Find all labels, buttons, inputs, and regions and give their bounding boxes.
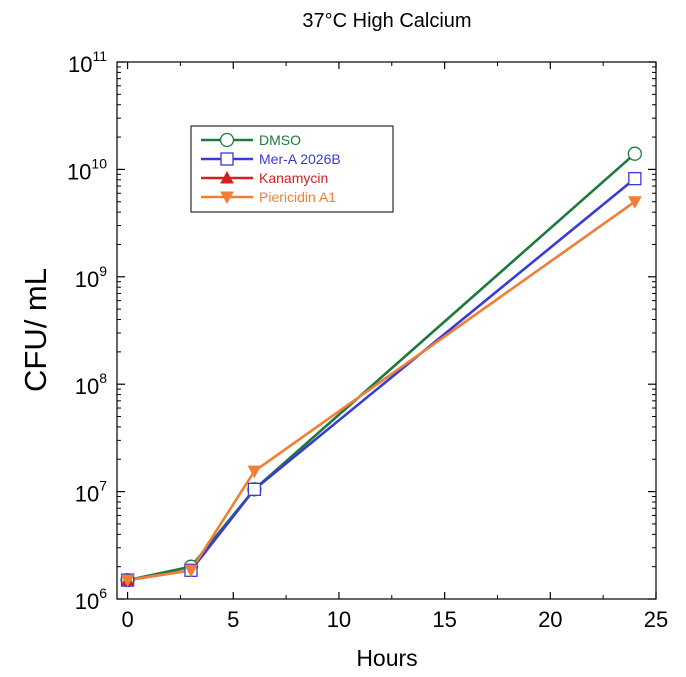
y-axis-ticks: 106 107 108 109 1010 1011 bbox=[67, 48, 656, 614]
series-lines bbox=[127, 152, 636, 582]
x-axis-ticks: 0 5 10 15 20 25 bbox=[121, 62, 668, 632]
series-markers bbox=[120, 146, 643, 588]
chart-title: 37°C High Calcium bbox=[302, 10, 471, 32]
y-axis-label: CFU/ mL bbox=[18, 268, 53, 392]
y-tick-label: 108 bbox=[75, 370, 107, 399]
x-tick-label: 20 bbox=[538, 607, 562, 632]
legend: DMSO Mer-A 2026B Kanamycin Piericidin A1 bbox=[190, 125, 394, 213]
data-point-mer-a-2026b bbox=[628, 172, 642, 186]
y-tick-label: 106 bbox=[75, 585, 107, 614]
legend-label-dmso: DMSO bbox=[259, 132, 301, 148]
x-tick-label: 0 bbox=[121, 607, 133, 632]
legend-label-mer-a-2026b: Mer-A 2026B bbox=[259, 151, 341, 167]
y-tick-label: 1010 bbox=[67, 155, 107, 184]
plot-frame bbox=[116, 61, 657, 600]
series-line-piericidin-a1 bbox=[127, 200, 636, 582]
x-tick-label: 10 bbox=[327, 607, 351, 632]
x-axis-label: Hours bbox=[356, 645, 417, 671]
y-tick-label: 1011 bbox=[68, 48, 107, 77]
data-point-piericidin-a1 bbox=[184, 564, 198, 578]
legend-marker-kanamycin bbox=[220, 170, 234, 184]
x-tick-label: 15 bbox=[432, 607, 456, 632]
y-tick-label: 109 bbox=[75, 263, 107, 292]
x-tick-label: 5 bbox=[227, 607, 239, 632]
series-line-dmso bbox=[127, 152, 636, 582]
data-point-piericidin-a1 bbox=[247, 465, 262, 479]
data-point-mer-a-2026b bbox=[247, 482, 262, 496]
legend-marker-piericidin-a1 bbox=[220, 191, 234, 205]
legend-marker-dmso bbox=[219, 132, 235, 148]
y-tick-label: 107 bbox=[75, 478, 107, 507]
data-point-dmso bbox=[627, 146, 643, 161]
legend-label-piericidin-a1: Piericidin A1 bbox=[259, 189, 336, 205]
data-point-piericidin-a1 bbox=[628, 196, 642, 209]
legend-label-kanamycin: Kanamycin bbox=[259, 170, 328, 186]
data-point-piericidin-a1 bbox=[120, 574, 135, 588]
legend-marker-mer-a-2026b bbox=[220, 152, 234, 166]
series-line-mer-a-2026b bbox=[127, 177, 636, 582]
x-tick-label: 25 bbox=[644, 607, 668, 632]
